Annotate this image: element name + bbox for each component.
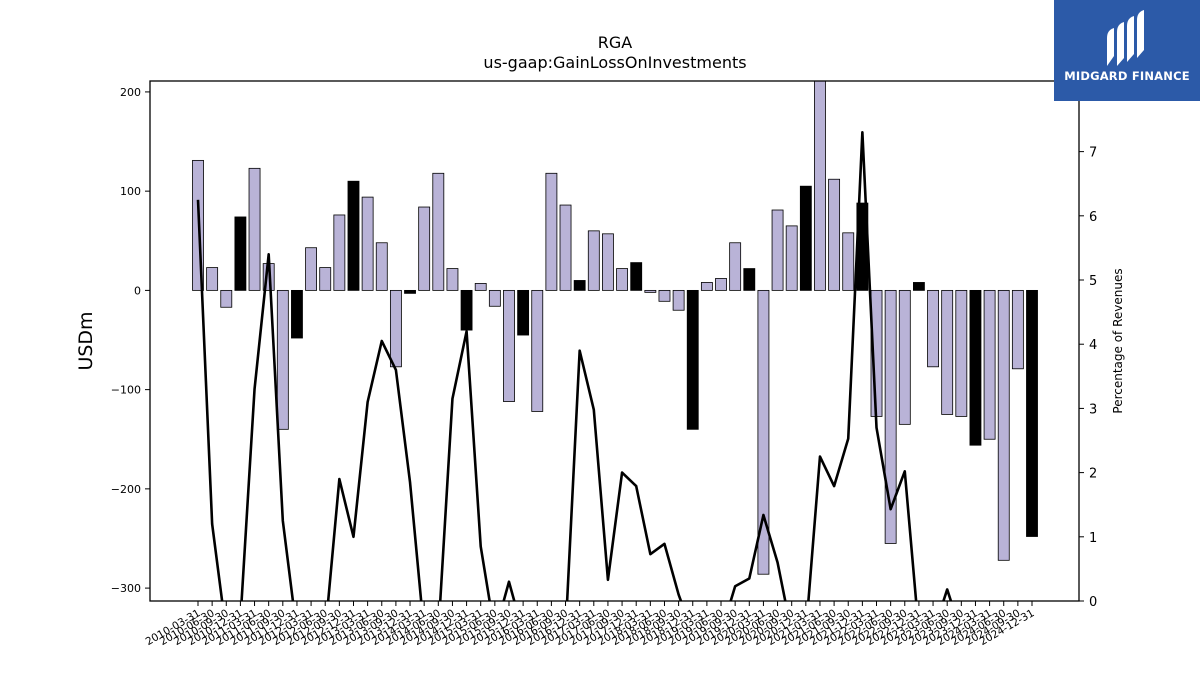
bar-2014-09-30 (446, 268, 459, 291)
bar-2018-12-31 (686, 289, 699, 430)
bar-2020-03-31 (757, 289, 770, 575)
bar-2013-09-30 (389, 289, 402, 368)
bar-2013-06-30 (375, 242, 388, 291)
logo-text: MIDGARD FINANCE (1064, 69, 1190, 83)
bar-2022-12-31 (913, 282, 925, 291)
bar-2011-09-30 (276, 289, 289, 430)
bar-2016-12-31 (573, 280, 586, 291)
logo-mark-icon (1107, 10, 1144, 66)
bar-2010-06-30 (206, 267, 219, 291)
bar-2024-09-30 (1011, 289, 1024, 370)
bar-2015-06-30 (488, 289, 501, 307)
bar-2021-03-31 (814, 81, 826, 291)
bar-2020-12-31 (799, 185, 812, 291)
bar-2019-03-31 (700, 282, 713, 291)
y2-tick-label: 4 (1089, 338, 1097, 353)
bar-2022-09-30 (898, 289, 911, 425)
bar-2010-12-31 (234, 216, 247, 291)
pct-revenues-line (196, 131, 953, 601)
bar-2023-06-30 (941, 289, 954, 415)
bar-2020-06-30 (771, 209, 784, 291)
bar-2017-03-31 (587, 230, 600, 291)
y2-tick-label: 0 (1089, 595, 1097, 610)
y-tick-label: 200 (120, 86, 141, 99)
bar-2019-12-31 (743, 268, 756, 291)
chart-subtitle: us-gaap:GainLossOnInvestments (483, 53, 746, 72)
bar-2023-03-31 (927, 289, 939, 368)
bar-2015-03-31 (474, 283, 487, 291)
y2-tick-label: 2 (1089, 467, 1097, 482)
bar-2021-09-30 (842, 232, 855, 291)
y-tick-label: 0 (134, 284, 141, 297)
axes: 2001000−100−200−300012345672010-03-31201… (111, 80, 1097, 648)
bar-2016-09-30 (559, 204, 572, 291)
y-tick-label: −200 (111, 483, 141, 496)
bar-2011-03-31 (248, 167, 261, 291)
bar-2015-09-30 (503, 289, 515, 402)
bar-2011-12-31 (291, 289, 303, 339)
bar-2014-12-31 (460, 289, 473, 331)
bar-2020-09-30 (785, 225, 798, 291)
y-tick-label: 100 (120, 185, 141, 198)
bar-2019-09-30 (729, 242, 742, 291)
bar-2016-03-31 (531, 289, 544, 412)
y2-tick-label: 7 (1089, 146, 1097, 161)
bar-2013-12-31 (404, 289, 416, 294)
bar-2024-06-30 (997, 289, 1010, 561)
y2-tick-label: 1 (1089, 531, 1097, 546)
y2-tick-label: 5 (1089, 274, 1097, 289)
bar-series (192, 81, 1038, 575)
bar-2018-06-30 (658, 289, 671, 302)
bar-2017-09-30 (616, 268, 628, 291)
bar-2016-06-30 (545, 172, 558, 291)
bar-2021-06-30 (828, 178, 841, 291)
chart-title: RGA (598, 33, 633, 52)
bar-2023-12-31 (969, 289, 982, 446)
bar-2015-12-31 (517, 289, 530, 336)
bar-2014-06-30 (432, 172, 445, 291)
bar-2022-06-30 (884, 289, 897, 544)
bar-2018-03-31 (644, 289, 657, 293)
pct-revenues-line-series (196, 131, 953, 601)
bar-2018-09-30 (672, 289, 685, 311)
bar-2024-12-31 (1026, 289, 1038, 537)
y2-axis-label: Percentage of Revenues (1111, 268, 1125, 413)
bar-2017-12-31 (630, 262, 643, 291)
bar-2010-09-30 (220, 289, 233, 308)
bar-2019-06-30 (715, 278, 727, 291)
midgard-finance-logo: MIDGARD FINANCE (1054, 0, 1200, 101)
bar-2024-03-31 (983, 289, 996, 440)
bar-2012-06-30 (319, 267, 332, 291)
y-axis-label: USDm (75, 311, 97, 370)
bar-2012-12-31 (347, 180, 360, 291)
bar-2023-09-30 (955, 289, 968, 417)
bar-2017-06-30 (602, 233, 614, 291)
bar-2012-09-30 (333, 214, 346, 291)
y2-tick-label: 3 (1089, 402, 1097, 417)
y2-tick-label: 6 (1089, 210, 1097, 225)
y-tick-label: −100 (111, 384, 141, 397)
y-tick-label: −300 (111, 582, 141, 595)
bar-2012-03-31 (305, 247, 318, 291)
plot-frame (149, 80, 1080, 602)
bar-2013-03-31 (361, 196, 374, 291)
bar-2014-03-31 (418, 206, 431, 291)
